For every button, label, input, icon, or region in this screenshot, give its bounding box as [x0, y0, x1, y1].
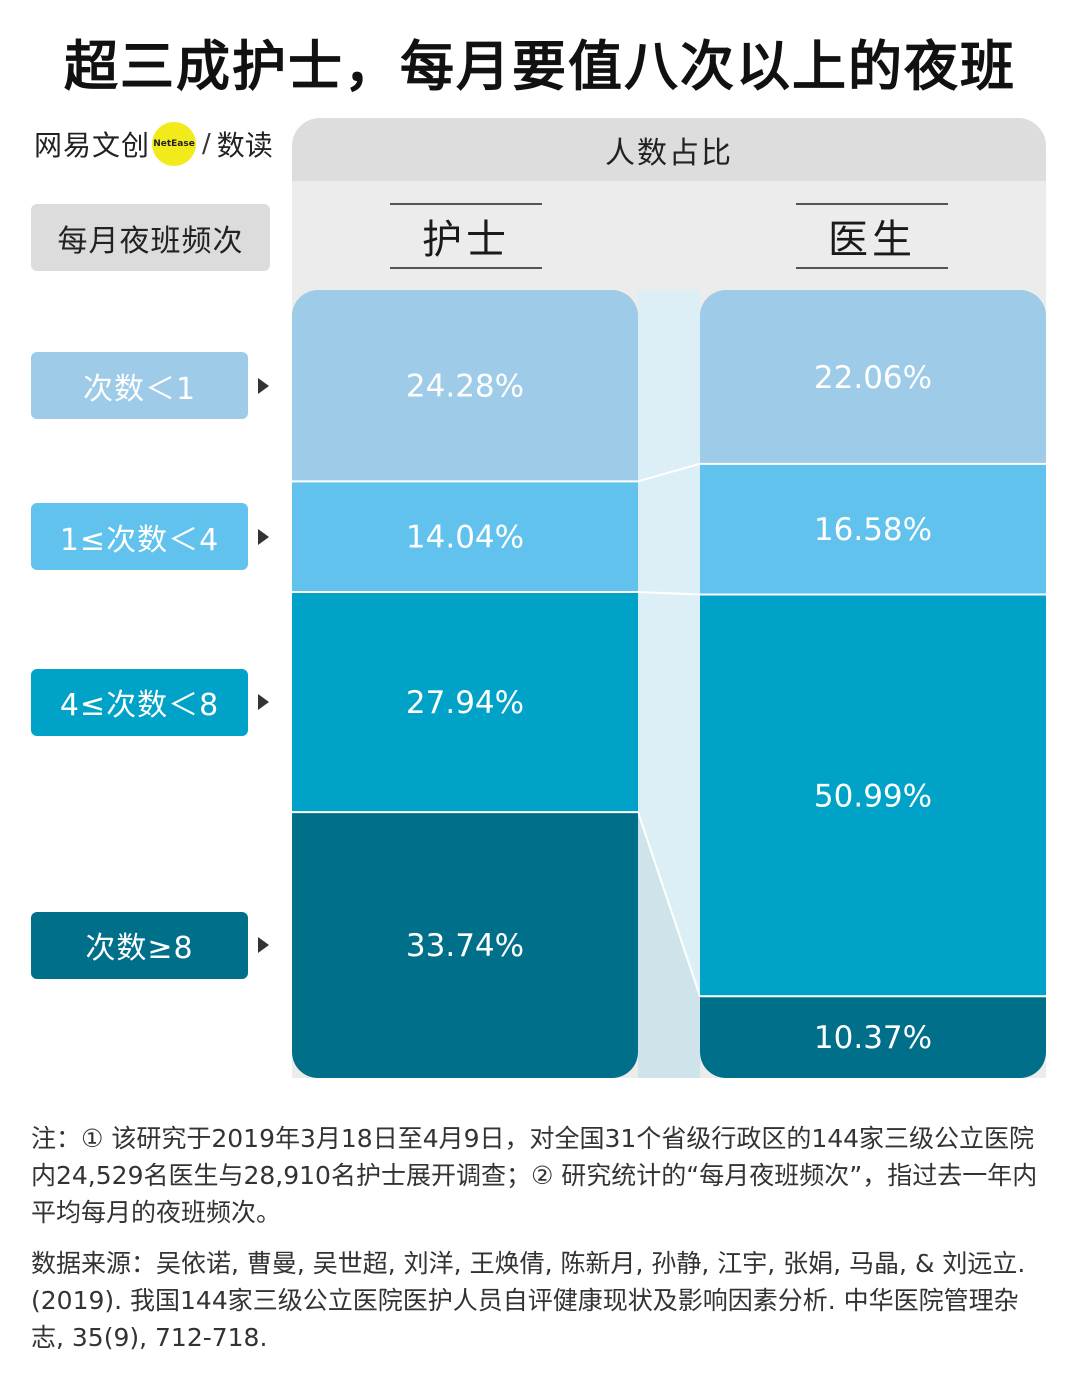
data-label: 10.37% — [814, 1020, 932, 1056]
arrow-right-icon — [258, 528, 269, 545]
slash-divider: / — [202, 129, 211, 159]
column-header-nurse: 护士 — [390, 203, 542, 269]
footnote: 注：① 该研究于2019年3月18日至4月9日，对全国31个省级行政区的144家… — [31, 1124, 1038, 1227]
frequency-header: 每月夜班频次 — [31, 204, 270, 271]
bar-segment — [292, 812, 638, 1078]
data-label: 16.58% — [814, 512, 932, 548]
connector-line — [637, 811, 701, 997]
bar-segment — [292, 290, 638, 482]
connector-line — [637, 590, 701, 596]
category-label: 1≤次数＜4 — [31, 503, 248, 571]
bar-segment — [292, 481, 638, 592]
page-title: 超三成护士，每月要值八次以上的夜班 — [64, 35, 1016, 98]
brand-name: 网易文创 — [34, 129, 151, 162]
bar-segment — [292, 591, 638, 813]
connector-band-dark — [638, 812, 700, 1078]
share-header: 人数占比 — [292, 118, 1046, 181]
data-label: 14.04% — [406, 520, 524, 556]
arrow-right-icon — [258, 937, 269, 954]
category-label: 4≤次数＜8 — [31, 668, 248, 736]
arrow-right-icon — [258, 377, 269, 394]
bar-segment — [700, 290, 1046, 464]
arrow-right-icon — [258, 694, 269, 711]
brand-section: 数读 — [216, 129, 273, 162]
bar-column-0 — [292, 290, 638, 1078]
bar-segment — [700, 594, 1046, 997]
data-label: 33.74% — [406, 928, 524, 964]
column-header-doctor: 医生 — [796, 203, 948, 269]
brand-logo: 网易文创 NetEase / 数读 — [34, 122, 284, 166]
data-source: 数据来源：吴依诺, 曹曼, 吴世超, 刘洋, 王焕倩, 陈新月, 孙静, 江宇,… — [31, 1249, 1026, 1352]
bar-segment — [700, 463, 1046, 595]
data-label: 50.99% — [814, 778, 932, 814]
data-label: 27.94% — [406, 685, 524, 721]
category-label: 次数≥8 — [31, 911, 248, 979]
category-label: 次数＜1 — [31, 352, 248, 420]
connector-line — [637, 462, 701, 483]
data-label: 24.28% — [406, 369, 524, 405]
netease-badge: NetEase — [152, 122, 197, 166]
bar-column-1 — [700, 290, 1046, 1078]
data-label: 22.06% — [814, 360, 932, 396]
bar-segment — [700, 996, 1046, 1078]
